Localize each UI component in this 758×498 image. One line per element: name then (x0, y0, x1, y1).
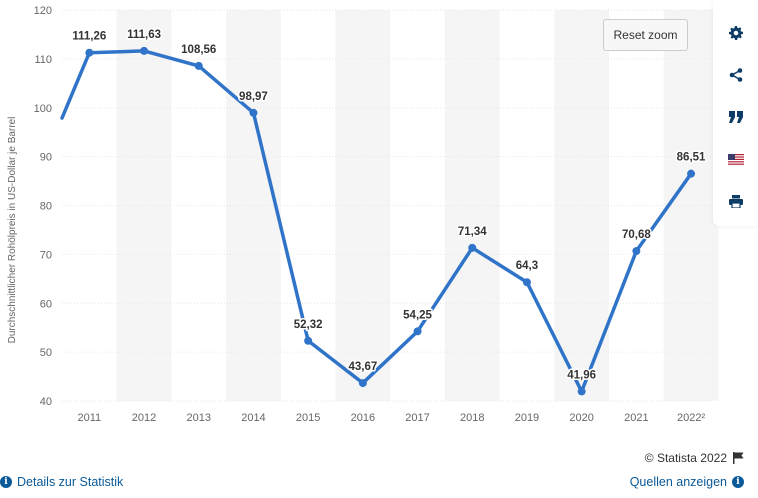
data-label: 70,68 (622, 229, 651, 241)
data-label: 108,56 (181, 44, 216, 56)
share-icon (729, 68, 743, 82)
x-tick-label: 2012 (132, 412, 156, 424)
data-point (577, 387, 586, 396)
x-tick-label: 2022² (677, 412, 705, 424)
data-label: 98,97 (239, 91, 268, 103)
x-axis-ticks: 2011 2012 2013 2014 2015 2016 2017 2018 2019 2020… (78, 412, 706, 424)
band (444, 10, 500, 401)
data-point (468, 243, 477, 252)
info-icon: i (0, 476, 12, 488)
info-icon: i (732, 476, 744, 488)
print-button[interactable] (718, 183, 754, 219)
x-tick-label: 2021 (624, 412, 648, 424)
data-point (358, 379, 367, 388)
x-tick-label: 2018 (460, 412, 484, 424)
copyright-text: © Statista 2022 (644, 451, 727, 465)
share-button[interactable] (718, 57, 754, 93)
series-points (85, 46, 696, 396)
y-tick-label: 40 (40, 396, 52, 408)
data-label: 52,32 (294, 319, 323, 331)
data-point (304, 336, 313, 345)
data-label: 111,26 (72, 31, 106, 43)
x-tick-label: 2016 (351, 412, 375, 424)
y-tick-label: 50 (40, 347, 52, 359)
data-point (249, 108, 258, 117)
settings-button[interactable] (718, 15, 754, 51)
band (663, 10, 719, 401)
details-link-label: Details zur Statistik (17, 475, 124, 489)
data-label: 71,34 (458, 226, 487, 238)
data-point (85, 48, 94, 57)
y-tick-label: 80 (40, 201, 52, 213)
data-point (522, 278, 531, 287)
data-label: 64,3 (516, 260, 538, 272)
data-label: 111,63 (127, 29, 161, 41)
y-tick-label: 100 (34, 103, 52, 115)
x-tick-label: 2015 (296, 412, 320, 424)
band (116, 10, 172, 401)
x-tick-label: 2011 (78, 412, 102, 424)
y-tick-label: 120 (34, 5, 52, 17)
y-tick-label: 110 (34, 54, 52, 66)
data-label: 86,51 (677, 152, 706, 164)
data-point (194, 61, 203, 70)
copyright: © Statista 2022 (645, 451, 744, 465)
gear-icon (729, 26, 743, 40)
sources-link-label: Quellen anzeigen (629, 475, 727, 489)
x-tick-label: 2017 (405, 412, 429, 424)
data-label: 54,25 (403, 309, 432, 321)
y-axis-title: Durchschnittlicher Rohölpreis in US-Doll… (7, 117, 18, 344)
language-button[interactable] (718, 141, 754, 177)
toolbar (713, 0, 758, 226)
x-tick-label: 2013 (187, 412, 211, 424)
print-icon (729, 194, 743, 208)
quote-icon (729, 111, 743, 123)
reset-zoom-button[interactable]: Reset zoom (603, 19, 688, 51)
band (226, 10, 281, 401)
data-label: 43,67 (348, 361, 377, 373)
data-point (413, 327, 422, 336)
x-tick-label: 2019 (515, 412, 539, 424)
cite-button[interactable] (718, 99, 754, 135)
us-flag-icon (728, 153, 744, 165)
y-tick-label: 90 (40, 152, 52, 164)
data-label: 41,96 (567, 369, 596, 381)
data-point (140, 46, 149, 55)
y-tick-label: 60 (40, 298, 52, 310)
data-labels: 111,26 111,63 108,56 98,97 52,32 43,67 54,25 71… (71, 27, 708, 383)
y-axis-ticks: 40 50 60 70 80 90 100 110 120 (34, 5, 52, 408)
details-link[interactable]: i Details zur Statistik (0, 475, 123, 489)
data-point (632, 247, 641, 256)
flag-icon[interactable] (732, 452, 744, 464)
sources-link[interactable]: Quellen anzeigen i (630, 475, 744, 489)
data-point (687, 169, 696, 178)
x-tick-label: 2014 (241, 412, 265, 424)
x-tick-label: 2020 (569, 412, 593, 424)
y-tick-label: 70 (40, 249, 52, 261)
